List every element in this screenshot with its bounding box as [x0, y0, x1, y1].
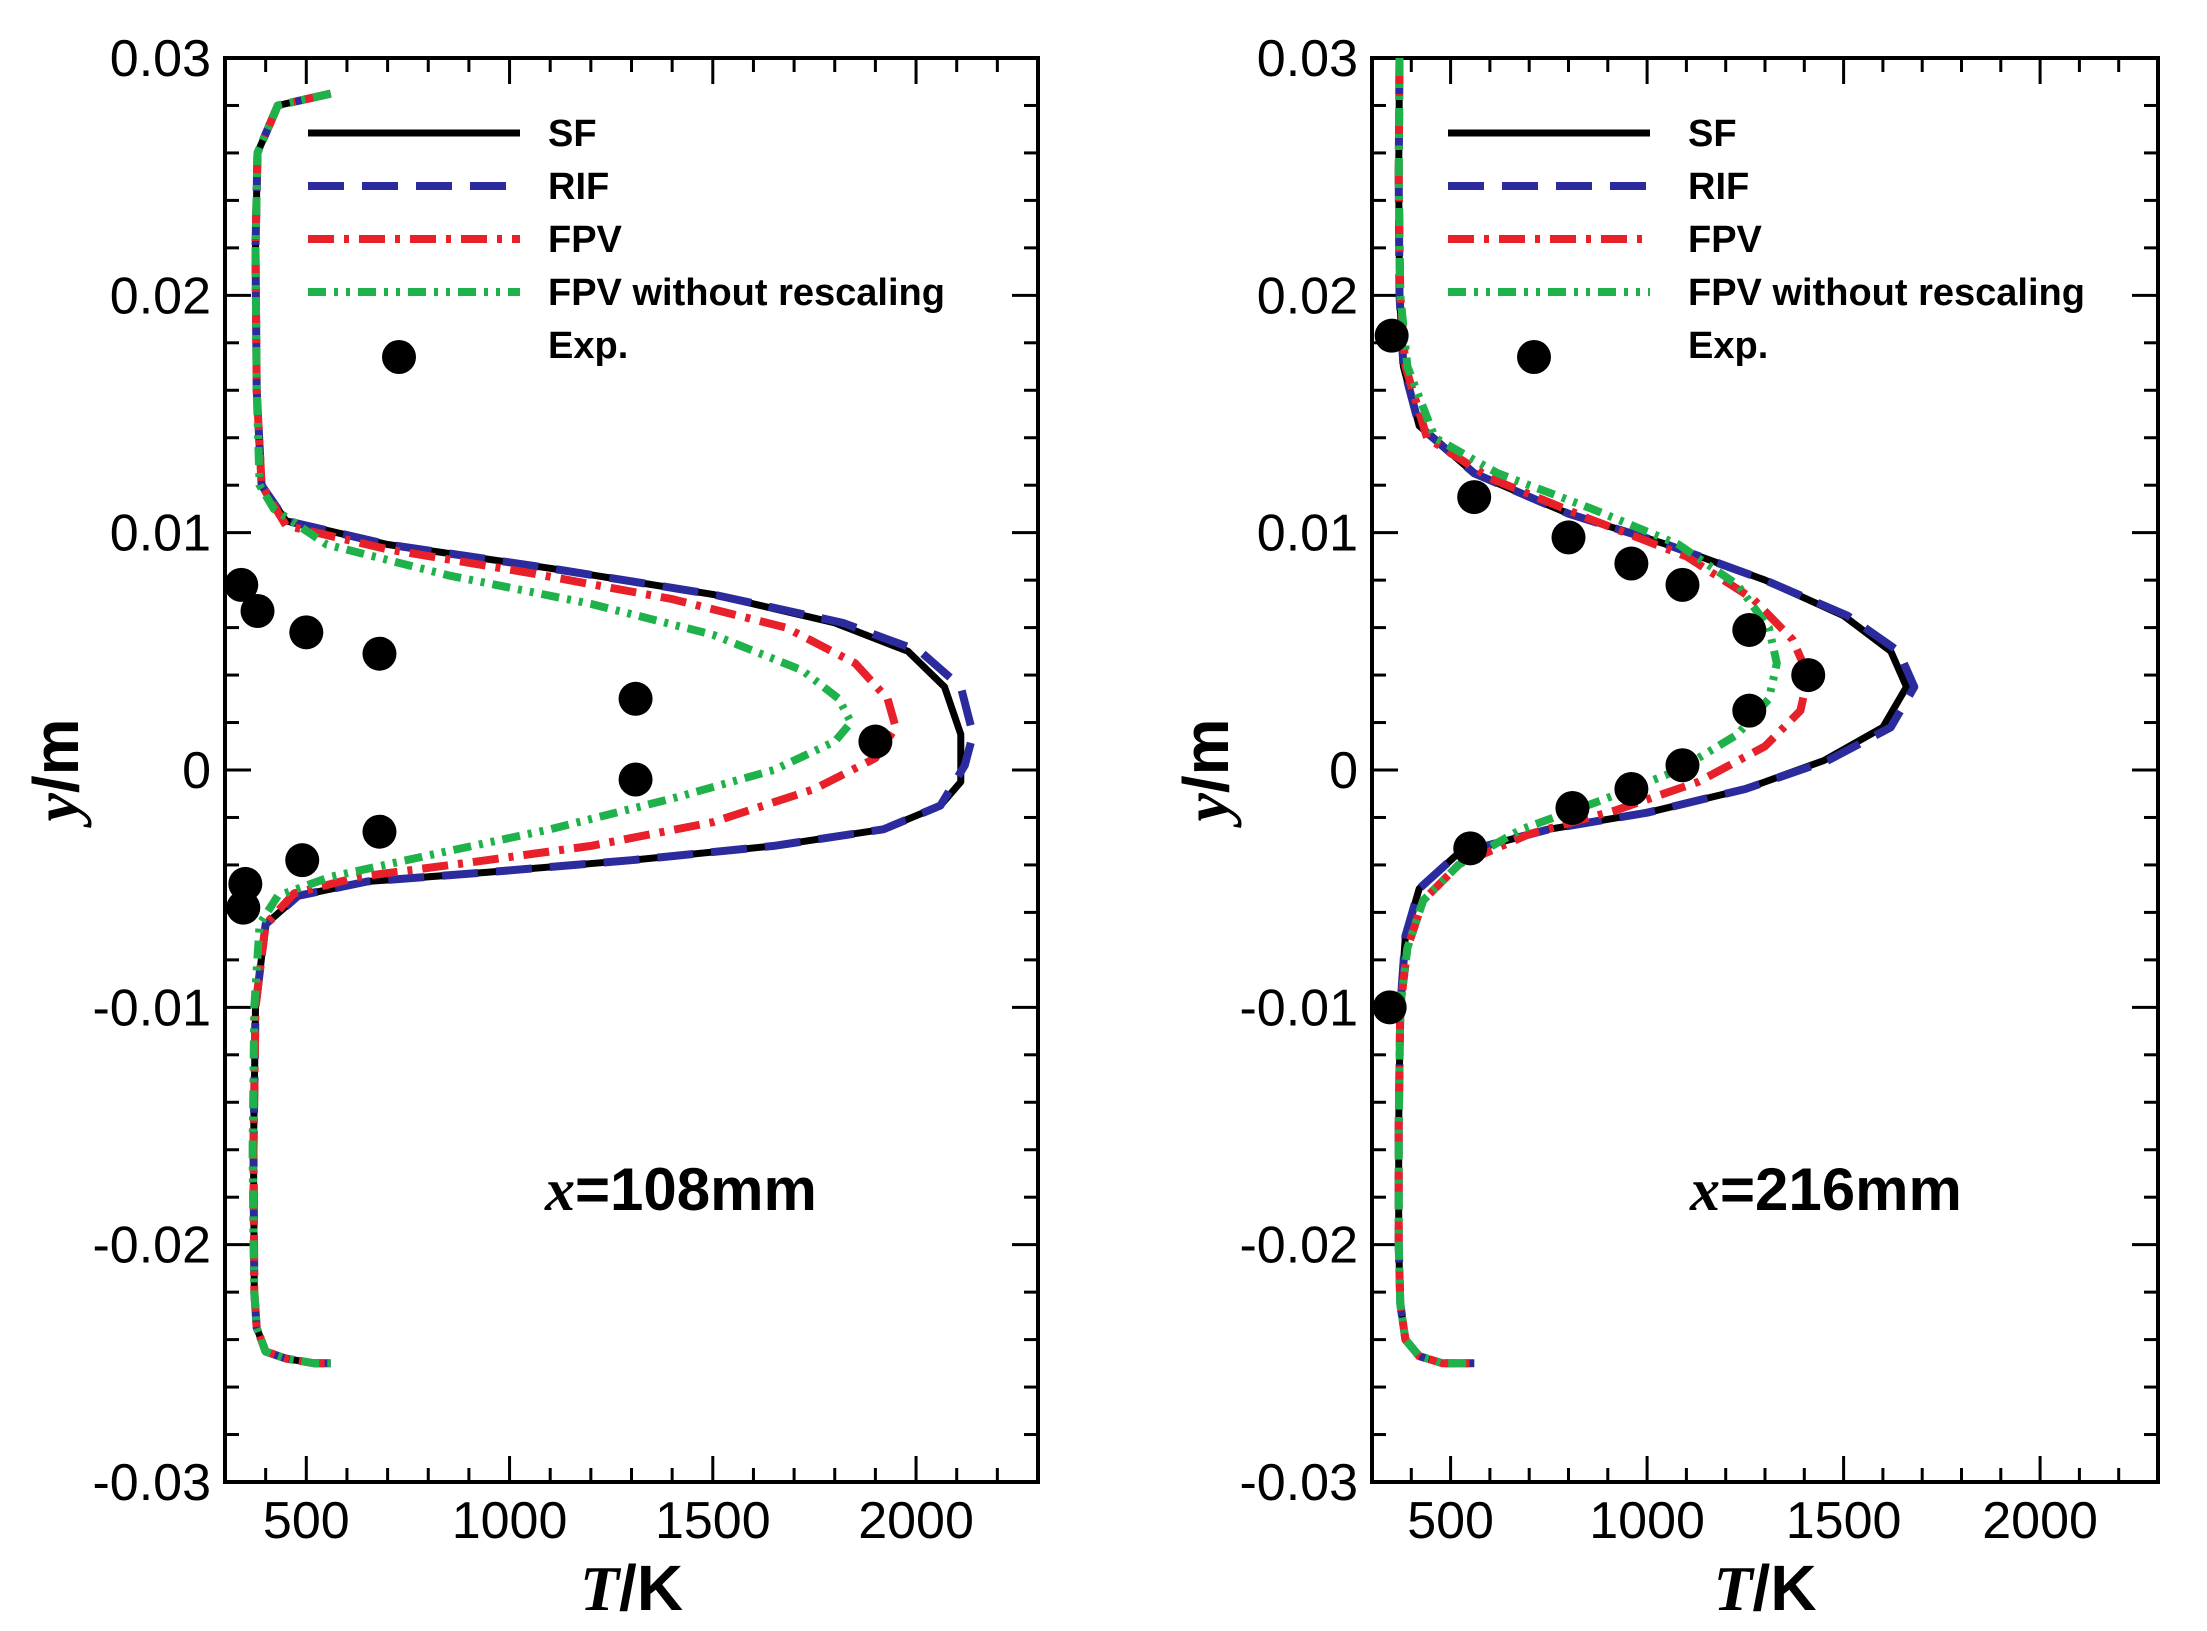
annotation: x=216mm — [1689, 1156, 1962, 1223]
x-tick-label: 2000 — [858, 1492, 974, 1550]
y-tick-label: -0.01 — [92, 979, 211, 1037]
exp-point — [618, 681, 653, 716]
series-line-fpv-without-rescaling — [248, 89, 855, 1368]
exp-point — [1372, 990, 1407, 1025]
legend-label: FPV without rescaling — [548, 272, 945, 314]
legend-marker — [382, 340, 416, 374]
legend-label: RIF — [1688, 166, 1749, 208]
x-tick-label: 1000 — [1589, 1492, 1705, 1550]
exp-point — [240, 593, 275, 628]
legend-label: FPV — [548, 219, 623, 261]
exp-point — [1791, 658, 1826, 693]
legend-label: FPV — [1688, 219, 1763, 261]
series-line-fpv — [1394, 58, 1813, 1368]
y-tick-label: -0.02 — [1239, 1217, 1358, 1275]
exp-point — [1665, 567, 1700, 602]
exp-point — [1374, 318, 1409, 353]
y-tick-label: 0.02 — [1257, 267, 1358, 325]
y-tick-label: 0.01 — [110, 505, 211, 563]
y-tick-label: 0.03 — [110, 30, 211, 88]
y-tick-label: -0.01 — [1239, 979, 1358, 1037]
y-tick-label: 0 — [182, 742, 211, 800]
exp-point — [362, 636, 397, 671]
legend-label: SF — [548, 113, 597, 155]
exp-point — [362, 814, 397, 849]
exp-point — [858, 724, 893, 759]
exp-point — [618, 762, 653, 797]
exp-point — [285, 843, 320, 878]
y-tick-label: 0.01 — [1257, 505, 1358, 563]
x-tick-label: 1500 — [655, 1492, 771, 1550]
y-tick-label: 0.03 — [1257, 30, 1358, 88]
y-tick-label: -0.03 — [1239, 1454, 1358, 1512]
x-tick-label: 1500 — [1786, 1492, 1902, 1550]
data-layer — [225, 89, 977, 1368]
legend-label: FPV without rescaling — [1688, 272, 2085, 314]
exp-point — [226, 890, 261, 925]
exp-point — [225, 567, 259, 602]
legend: SF RIF FPV FPV without rescaling Exp. — [308, 113, 945, 374]
exp-point — [289, 615, 324, 650]
x-axis-title: T/K — [1713, 1552, 1816, 1624]
y-axis-title: y/m — [1170, 718, 1242, 828]
exp-point — [1551, 520, 1586, 555]
x-tick-label: 500 — [1407, 1492, 1494, 1550]
exp-point — [1732, 693, 1767, 728]
chart-left: -0.03 -0.02 -0.01 0 0.01 0.02 0.03 500 1000 1500 2… — [20, 30, 1040, 1624]
x-tick-label: 500 — [263, 1492, 350, 1550]
data-layer — [1372, 58, 1919, 1368]
exp-point — [1732, 612, 1767, 647]
exp-point — [1457, 480, 1492, 515]
y-tick-label: 0.02 — [110, 267, 211, 325]
y-tick-label: -0.03 — [92, 1454, 211, 1512]
exp-point — [1614, 771, 1649, 806]
exp-point — [1555, 790, 1590, 825]
y-tick-label: 0 — [1329, 742, 1358, 800]
legend-label: Exp. — [1688, 325, 1768, 367]
exp-point — [1665, 748, 1700, 783]
legend-label: Exp. — [548, 325, 628, 367]
series-line-rif — [1394, 58, 1919, 1368]
exp-point — [1614, 546, 1649, 581]
chart-right: -0.03 -0.02 -0.01 0 0.01 0.02 0.03 500 1000 1500 2… — [1170, 30, 2160, 1624]
x-tick-label: 1000 — [452, 1492, 568, 1550]
y-axis-title: y/m — [20, 718, 92, 828]
legend-marker — [1517, 340, 1551, 374]
legend: SF RIF FPV FPV without rescaling Exp. — [1448, 113, 2085, 374]
annotation: x=108mm — [544, 1156, 817, 1223]
legend-label: RIF — [548, 166, 609, 208]
exp-point — [1453, 831, 1488, 866]
y-tick-label: -0.02 — [92, 1217, 211, 1275]
x-tick-label: 2000 — [1982, 1492, 2098, 1550]
x-axis-title: T/K — [580, 1552, 683, 1624]
legend-label: SF — [1688, 113, 1737, 155]
